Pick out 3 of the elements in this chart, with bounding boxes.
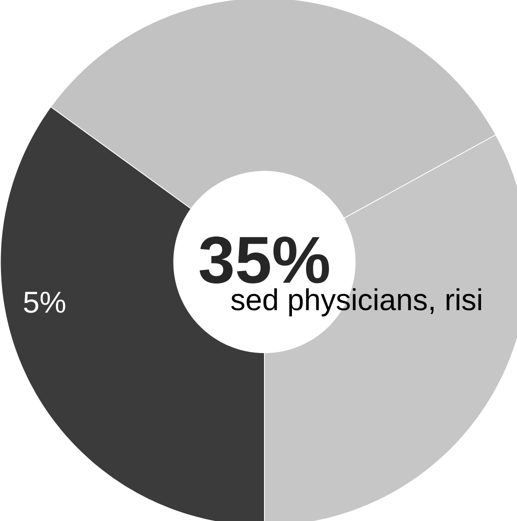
text: sed physicians, risi [231, 288, 481, 316]
text: 5% [24, 292, 66, 313]
text: 35% [199, 236, 329, 284]
